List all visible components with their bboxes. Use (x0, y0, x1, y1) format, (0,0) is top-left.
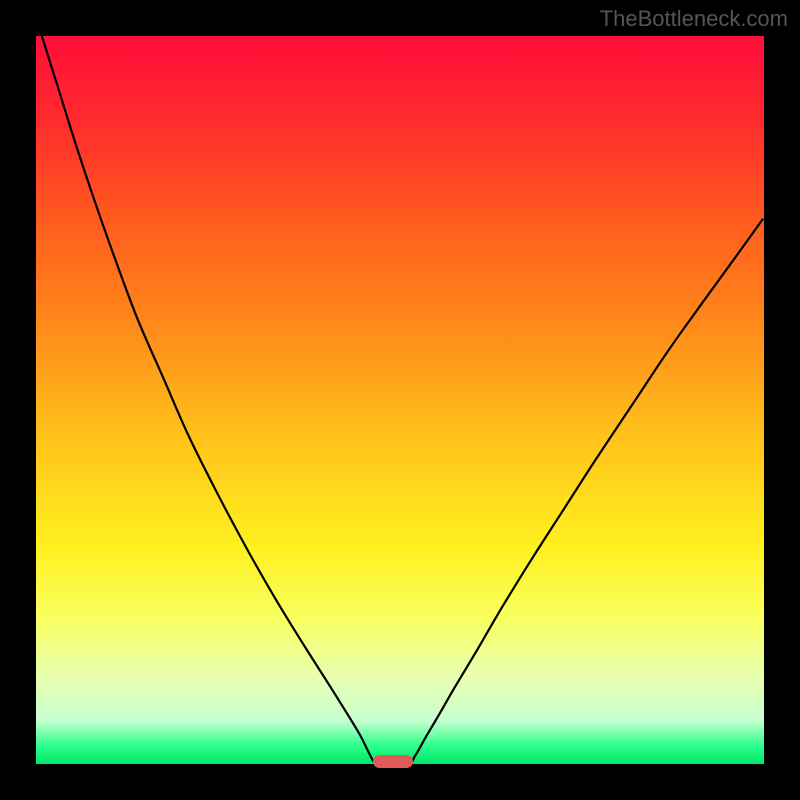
watermark-text: TheBottleneck.com (600, 6, 788, 32)
chart-svg (36, 36, 764, 764)
chart-plot-area (36, 36, 764, 764)
chart-background (36, 36, 764, 764)
bottleneck-marker (373, 755, 413, 768)
